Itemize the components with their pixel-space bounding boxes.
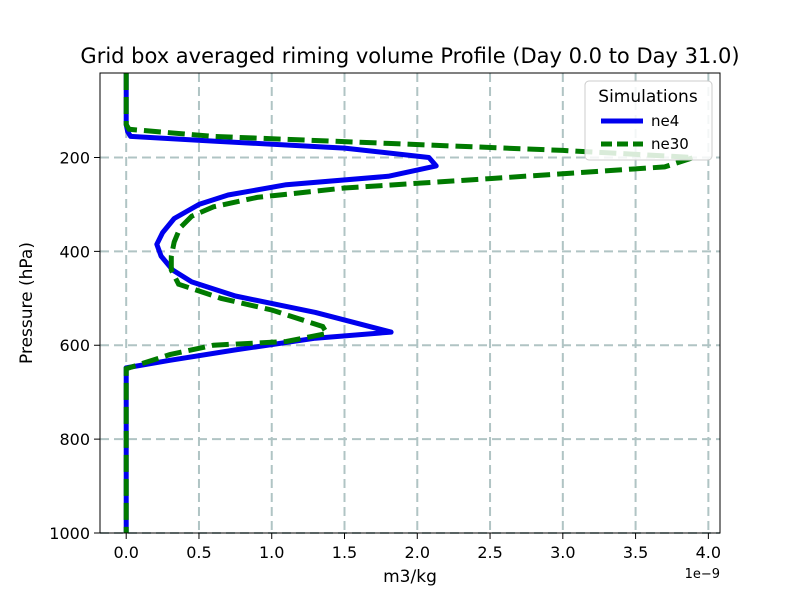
x-tick-label: 4.0: [696, 543, 721, 562]
axis-ticks: 0.0 0.5 1.0 1.5 2.0 2.5 3.0 3.5 4.0 200 400 600 800 1…: [49, 148, 721, 562]
y-tick-label: 200: [59, 148, 90, 167]
chart-title: Grid box averaged riming volume Profile …: [80, 44, 739, 68]
plot-frame: [99, 72, 721, 534]
x-tick-label: 1.5: [332, 543, 357, 562]
y-tick-label: 400: [59, 242, 90, 261]
x-tick-label: 0.5: [186, 543, 211, 562]
x-tick-label: 2.5: [477, 543, 502, 562]
legend-label-ne30: ne30: [651, 135, 689, 153]
series-line-ne30: [123, 73, 695, 533]
x-tick-label: 1.0: [259, 543, 284, 562]
legend: Simulations ne4 ne30: [584, 80, 713, 161]
y-axis-label: Pressure (hPa): [17, 242, 37, 364]
legend-label-ne4: ne4: [651, 112, 679, 130]
x-tick-label: 3.5: [623, 543, 648, 562]
y-tick-label: 600: [59, 336, 90, 355]
y-tick-label: 800: [59, 430, 90, 449]
legend-title: Simulations: [598, 87, 698, 107]
x-axis-label: m3/kg: [383, 567, 437, 587]
x-tick-label: 0.0: [113, 543, 138, 562]
plot-series: [123, 73, 695, 533]
x-tick-label: 3.0: [550, 543, 575, 562]
x-axis-offset-label: 1e−9: [685, 567, 720, 582]
legend-box: [584, 80, 713, 161]
series-line-ne4: [123, 73, 439, 533]
y-tick-label: 1000: [49, 524, 90, 543]
x-tick-label: 2.0: [405, 543, 430, 562]
